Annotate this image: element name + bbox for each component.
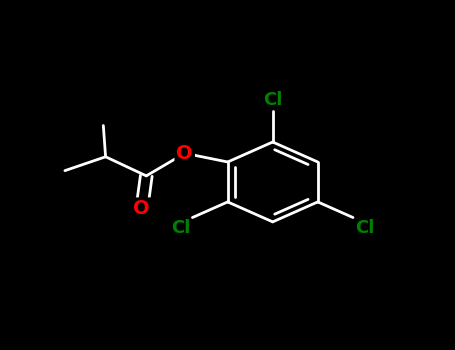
Text: O: O bbox=[133, 199, 150, 218]
Text: Cl: Cl bbox=[263, 91, 283, 109]
Text: Cl: Cl bbox=[355, 219, 374, 237]
Text: Cl: Cl bbox=[171, 219, 190, 237]
Text: O: O bbox=[177, 144, 193, 163]
